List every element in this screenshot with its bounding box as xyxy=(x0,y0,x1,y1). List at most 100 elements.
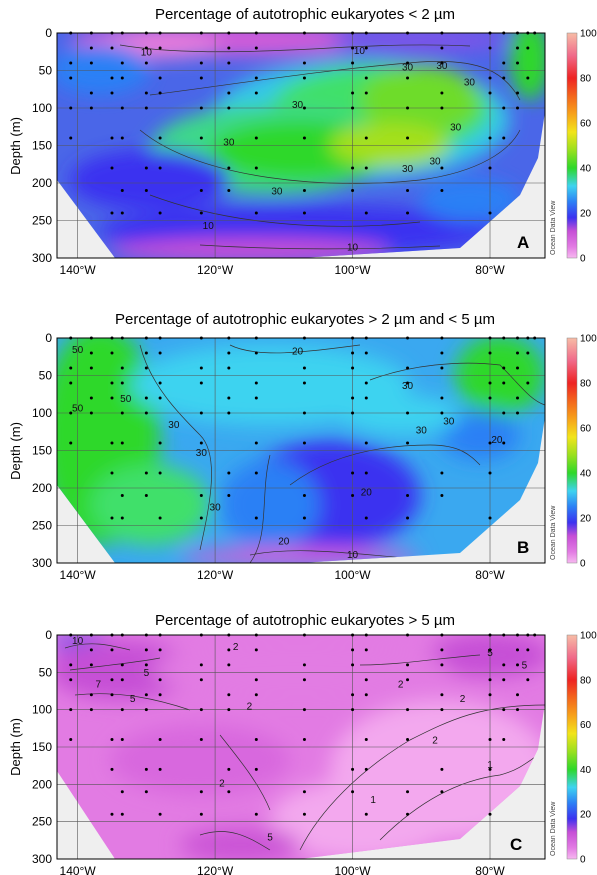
station-marker xyxy=(144,366,148,370)
panel-b: Percentage of autotrophic eukaryotes > 2… xyxy=(0,305,597,595)
station-marker xyxy=(488,351,492,355)
chart-title: Percentage of autotrophic eukaryotes > 2… xyxy=(114,311,495,328)
station-marker xyxy=(488,381,492,385)
station-marker xyxy=(227,767,231,771)
station-marker xyxy=(302,61,306,65)
station-marker xyxy=(110,91,114,95)
colorbar-tick-label: 0 xyxy=(580,855,586,866)
station-marker xyxy=(120,106,124,110)
station-marker xyxy=(502,678,506,682)
contour-label: 5 xyxy=(144,668,150,679)
chart-a: 10 10 30 30 30 30 30 30 30 30 30 10 10 140°W 120°W 100… xyxy=(8,26,597,277)
station-marker xyxy=(516,61,520,65)
station-marker xyxy=(302,381,306,385)
station-marker xyxy=(144,411,148,415)
contour-label: 2 xyxy=(460,694,466,705)
station-marker xyxy=(120,441,124,445)
station-marker xyxy=(364,738,368,742)
contour-label: 30 xyxy=(429,156,441,167)
station-marker xyxy=(406,381,410,385)
station-marker xyxy=(144,494,148,497)
contour-label: 2 xyxy=(432,735,438,746)
station-marker xyxy=(199,494,203,497)
colorbar-tick-label: 100 xyxy=(580,29,597,40)
station-marker xyxy=(110,396,114,400)
y-tick-label: 300 xyxy=(32,556,52,570)
station-marker xyxy=(110,381,114,385)
contour-label: 30 xyxy=(292,100,304,111)
station-marker xyxy=(254,812,258,816)
x-tick-label: 100°W xyxy=(334,864,371,875)
station-marker xyxy=(516,663,520,667)
station-marker xyxy=(406,790,410,794)
station-marker xyxy=(440,663,444,667)
station-marker xyxy=(364,812,368,816)
station-marker xyxy=(302,494,306,497)
contour-label: 30 xyxy=(168,420,180,431)
station-marker xyxy=(516,106,520,110)
station-marker xyxy=(120,61,124,65)
station-marker xyxy=(254,46,258,50)
station-marker xyxy=(199,516,203,520)
station-marker xyxy=(89,708,93,712)
station-marker xyxy=(351,767,355,771)
station-marker xyxy=(488,812,492,816)
station-marker xyxy=(254,91,258,95)
colorbar xyxy=(566,634,578,860)
station-marker xyxy=(502,61,506,65)
station-marker xyxy=(351,693,355,697)
station-marker xyxy=(120,738,124,742)
station-marker xyxy=(89,648,93,652)
station-marker xyxy=(110,738,114,742)
colorbar-tick-label: 80 xyxy=(580,379,592,390)
station-marker xyxy=(351,61,355,65)
station-marker xyxy=(144,767,148,771)
station-marker xyxy=(110,76,114,80)
station-marker xyxy=(302,189,306,192)
panel-label: A xyxy=(517,233,529,252)
y-tick-label: 300 xyxy=(32,852,52,866)
station-marker xyxy=(144,790,148,794)
station-marker xyxy=(120,411,124,415)
station-marker xyxy=(89,351,93,355)
grid xyxy=(57,338,545,563)
station-marker xyxy=(440,366,444,370)
contour-label: 2 xyxy=(247,702,253,713)
station-marker xyxy=(516,411,520,415)
station-marker xyxy=(199,411,203,415)
station-marker xyxy=(199,381,203,385)
station-marker xyxy=(120,136,124,140)
station-marker xyxy=(516,396,520,400)
contour-label: 30 xyxy=(464,78,476,89)
station-marker xyxy=(440,46,444,50)
station-marker xyxy=(227,648,231,652)
y-tick-label: 100 xyxy=(32,101,52,115)
station-marker xyxy=(158,648,162,652)
contour-label: 10 xyxy=(72,636,84,647)
y-tick-label: 100 xyxy=(32,703,52,717)
station-marker xyxy=(227,471,231,475)
contour-label: 30 xyxy=(271,186,283,197)
station-marker xyxy=(406,738,410,742)
station-marker xyxy=(120,211,124,215)
station-marker xyxy=(227,790,231,794)
station-marker xyxy=(488,678,492,682)
station-marker xyxy=(144,693,148,697)
station-marker xyxy=(158,396,162,400)
station-marker xyxy=(488,441,492,445)
station-marker xyxy=(406,494,410,497)
station-marker xyxy=(488,738,492,742)
colorbar-tick-label: 80 xyxy=(580,74,592,85)
station-marker xyxy=(502,76,506,80)
plot-frame xyxy=(56,337,546,564)
station-marker xyxy=(158,738,162,742)
station-marker xyxy=(227,708,231,712)
station-marker xyxy=(351,396,355,400)
station-marker xyxy=(516,351,520,355)
station-marker xyxy=(158,693,162,697)
station-marker xyxy=(89,106,93,110)
station-marker xyxy=(351,648,355,652)
station-marker xyxy=(254,471,258,475)
station-marker xyxy=(199,663,203,667)
station-marker xyxy=(110,211,114,215)
